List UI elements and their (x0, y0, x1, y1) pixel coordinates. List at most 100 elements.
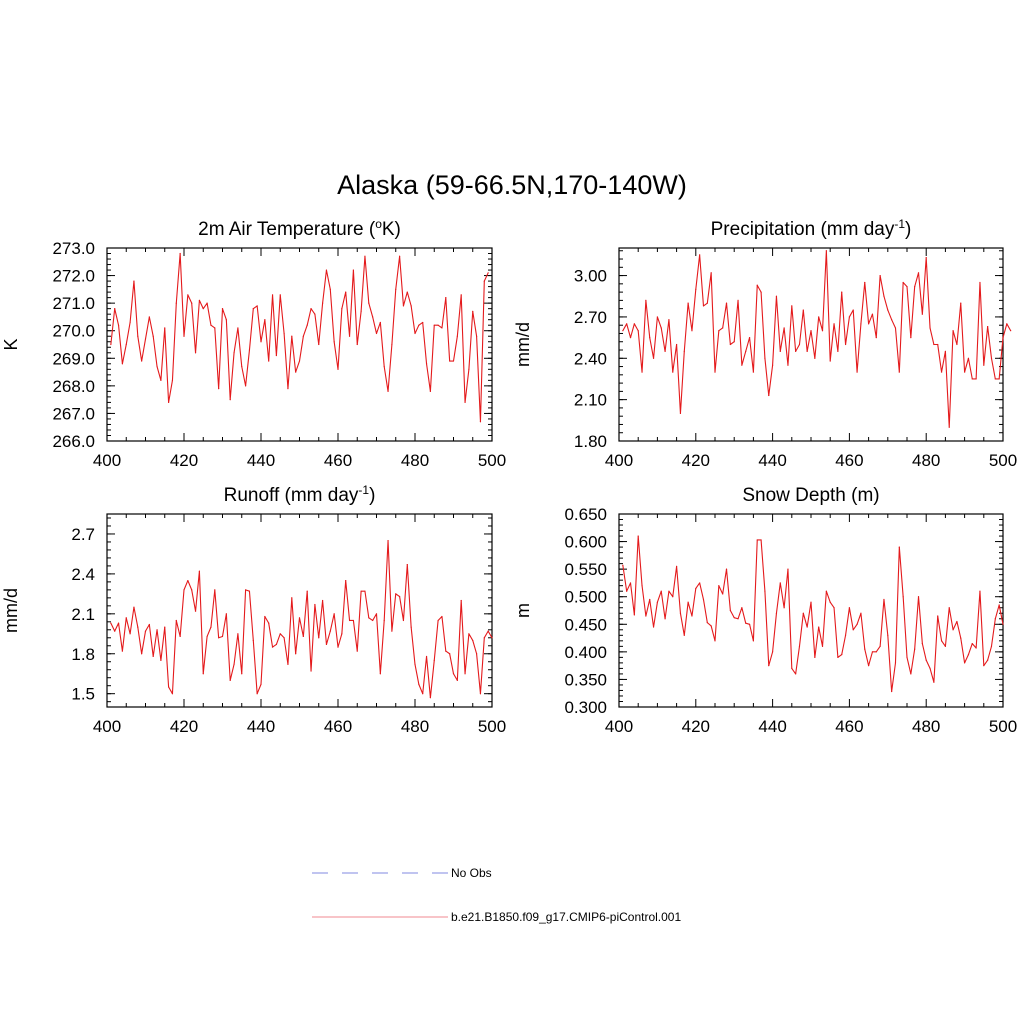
panel-title: Runoff (mm day-1) (224, 483, 376, 506)
x-tick-label: 420 (170, 451, 198, 470)
data-point (333, 341, 335, 343)
y-tick-label: 266.0 (52, 432, 95, 451)
data-point (360, 310, 362, 313)
data-point (117, 622, 120, 624)
data-point (772, 651, 774, 653)
series-points (622, 535, 1004, 693)
data-point (629, 582, 632, 584)
data-point (645, 615, 647, 617)
data-point (148, 623, 150, 626)
panel-title-text: Snow Depth (m) (742, 485, 879, 506)
data-point (898, 546, 900, 548)
data-point (964, 371, 966, 373)
y-tick-label: 0.400 (564, 643, 607, 662)
data-point (391, 630, 393, 632)
data-point (664, 618, 666, 620)
panel-title-suffix: ) (905, 219, 911, 240)
data-point (329, 288, 331, 290)
data-point (783, 327, 785, 329)
data-point (214, 589, 216, 591)
data-point (356, 650, 358, 652)
y-tick-label: 0.450 (564, 615, 607, 634)
data-point (798, 343, 801, 346)
data-point (275, 643, 277, 646)
data-point (372, 316, 374, 318)
data-point (760, 291, 762, 293)
data-point (233, 352, 235, 354)
y-tick-label: 269.0 (52, 349, 95, 368)
data-point (833, 607, 835, 609)
data-point (152, 655, 154, 658)
data-point (456, 679, 458, 681)
data-point (902, 596, 904, 598)
data-point (183, 335, 185, 337)
data-point (114, 630, 116, 632)
data-point (433, 324, 435, 326)
x-tick-label: 500 (478, 717, 506, 736)
data-point (310, 670, 312, 672)
data-point (141, 360, 143, 362)
data-point (322, 599, 324, 602)
data-point (245, 589, 247, 591)
data-point (241, 673, 243, 675)
data-point (752, 371, 755, 373)
y-tick-label: 0.500 (564, 588, 607, 607)
data-point (229, 399, 231, 401)
data-point (679, 612, 682, 614)
x-tick-label: 480 (401, 717, 429, 736)
data-point (626, 323, 628, 325)
data-point (437, 324, 439, 326)
data-point (210, 324, 212, 326)
data-point (810, 601, 812, 603)
data-point (464, 401, 466, 403)
data-point (710, 625, 712, 627)
data-point (925, 659, 927, 661)
data-point (387, 390, 389, 392)
data-point (375, 613, 378, 615)
data-point (225, 319, 227, 321)
data-point (737, 299, 739, 301)
data-point (691, 615, 693, 617)
data-point (264, 319, 266, 321)
data-point (921, 642, 923, 645)
data-point (729, 343, 731, 346)
data-point (914, 648, 916, 650)
data-point (260, 341, 262, 343)
data-point (706, 622, 708, 624)
data-point (441, 615, 443, 618)
series-points (110, 252, 489, 423)
data-point (825, 250, 827, 252)
data-point (187, 579, 189, 582)
series-line (110, 252, 489, 423)
data-point (787, 364, 789, 366)
data-point (825, 590, 827, 592)
data-point (449, 653, 451, 655)
data-point (410, 626, 412, 628)
data-point (483, 280, 485, 282)
data-point (337, 368, 339, 370)
y-tick-label: 2.40 (574, 349, 607, 368)
data-point (829, 360, 831, 362)
data-point (399, 255, 401, 257)
data-point (422, 693, 424, 695)
data-point (779, 582, 781, 584)
data-point (291, 597, 293, 599)
data-point (318, 343, 320, 346)
data-point (844, 634, 847, 636)
x-tick-label: 440 (758, 451, 786, 470)
data-point (787, 568, 789, 570)
data-point (798, 645, 801, 647)
data-point (887, 634, 889, 636)
data-point (341, 633, 343, 635)
data-point (295, 653, 297, 655)
panel-title-text: Precipitation (mm day (711, 219, 895, 240)
data-point (656, 316, 659, 318)
data-point (837, 656, 839, 658)
data-point (718, 585, 720, 587)
data-point (718, 330, 720, 332)
x-tick-label: 400 (605, 451, 633, 470)
data-point (298, 617, 301, 619)
data-point (164, 327, 166, 329)
data-point (683, 350, 685, 352)
data-point (141, 653, 143, 655)
